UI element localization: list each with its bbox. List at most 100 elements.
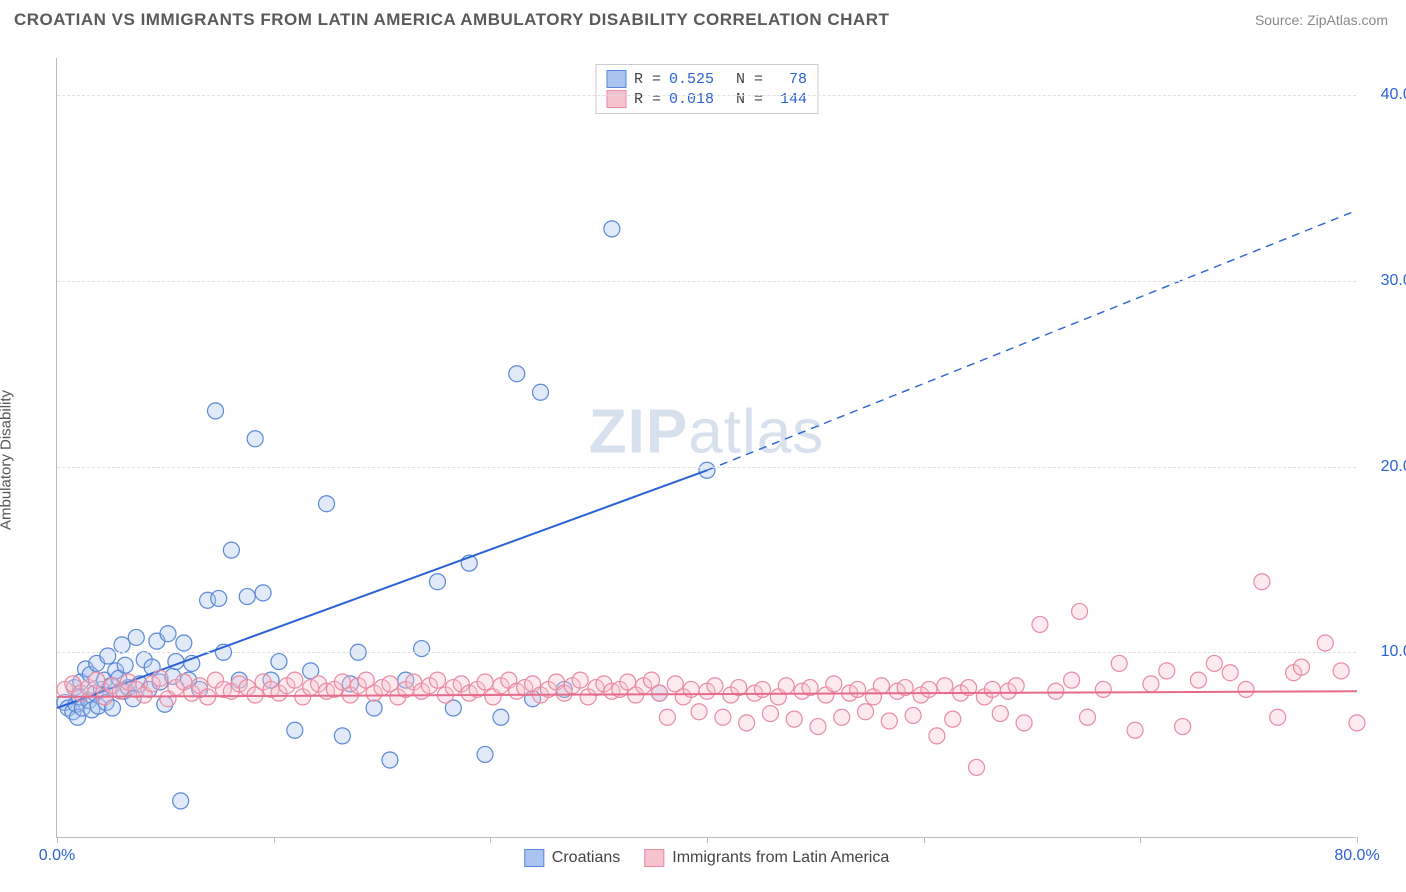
gridline-h xyxy=(57,281,1356,282)
x-tick-mark xyxy=(924,837,925,843)
data-point xyxy=(114,637,130,653)
data-point xyxy=(1079,709,1095,725)
data-point xyxy=(176,635,192,651)
data-point xyxy=(255,585,271,601)
data-point xyxy=(858,704,874,720)
data-point xyxy=(173,793,189,809)
gridline-h xyxy=(57,652,1356,653)
data-point xyxy=(1190,672,1206,688)
data-point xyxy=(937,678,953,694)
data-point xyxy=(477,674,493,690)
data-point xyxy=(881,713,897,729)
data-point xyxy=(1317,635,1333,651)
data-point xyxy=(659,709,675,725)
legend-r-label: R = xyxy=(634,71,661,88)
x-tick-mark xyxy=(57,837,58,843)
data-point xyxy=(1175,719,1191,735)
legend-r-label: R = xyxy=(634,91,661,108)
data-point xyxy=(1238,681,1254,697)
data-point xyxy=(160,626,176,642)
data-point xyxy=(211,590,227,606)
legend-r-value: 0.525 xyxy=(669,71,719,88)
data-point xyxy=(1206,655,1222,671)
legend-series-label: Croatians xyxy=(552,849,620,867)
legend-series-item: Croatians xyxy=(524,849,620,867)
data-point xyxy=(715,709,731,725)
data-point xyxy=(945,711,961,727)
data-point xyxy=(572,672,588,688)
data-point xyxy=(850,681,866,697)
x-tick-mark xyxy=(1357,837,1358,843)
legend-series-label: Immigrants from Latin America xyxy=(672,849,889,867)
data-point xyxy=(152,670,168,686)
data-point xyxy=(334,728,350,744)
x-tick-label: 0.0% xyxy=(39,847,75,865)
data-point xyxy=(247,431,263,447)
data-point xyxy=(287,722,303,738)
data-point xyxy=(1127,722,1143,738)
data-point xyxy=(1072,603,1088,619)
legend-swatch xyxy=(524,849,544,867)
data-point xyxy=(239,589,255,605)
data-point xyxy=(1016,715,1032,731)
x-tick-mark xyxy=(490,837,491,843)
data-point xyxy=(287,672,303,688)
data-point xyxy=(754,681,770,697)
legend-n-value: 144 xyxy=(771,91,807,108)
data-point xyxy=(1064,672,1080,688)
data-point xyxy=(533,384,549,400)
data-point xyxy=(208,403,224,419)
data-point xyxy=(1294,659,1310,675)
data-point xyxy=(778,678,794,694)
data-point xyxy=(1111,655,1127,671)
legend-swatch xyxy=(644,849,664,867)
data-point xyxy=(739,715,755,731)
data-point xyxy=(1143,676,1159,692)
data-point xyxy=(319,496,335,512)
data-point xyxy=(707,678,723,694)
data-point xyxy=(100,648,116,664)
data-point xyxy=(128,629,144,645)
legend-stats: R = 0.525 N = 78R = 0.018 N = 144 xyxy=(595,64,818,114)
data-point xyxy=(271,654,287,670)
data-point xyxy=(969,759,985,775)
legend-swatch xyxy=(606,90,626,108)
data-point xyxy=(651,685,667,701)
chart-title: CROATIAN VS IMMIGRANTS FROM LATIN AMERIC… xyxy=(14,10,889,30)
data-point xyxy=(691,704,707,720)
data-point xyxy=(1095,681,1111,697)
legend-stats-row: R = 0.018 N = 144 xyxy=(606,89,807,109)
data-point xyxy=(1254,574,1270,590)
data-point xyxy=(604,221,620,237)
data-point xyxy=(89,672,105,688)
gridline-h xyxy=(57,95,1356,96)
data-point xyxy=(762,706,778,722)
y-tick-label: 10.0% xyxy=(1366,643,1406,661)
data-point xyxy=(509,366,525,382)
legend-series: Croatians Immigrants from Latin America xyxy=(524,849,889,867)
data-point xyxy=(1032,616,1048,632)
y-tick-label: 20.0% xyxy=(1366,458,1406,476)
chart-svg xyxy=(57,58,1356,837)
chart-container: Ambulatory Disability ZIPatlas R =0.525 … xyxy=(14,40,1392,880)
data-point xyxy=(786,711,802,727)
data-point xyxy=(382,752,398,768)
legend-n-label: N = xyxy=(727,91,763,108)
data-point xyxy=(1008,678,1024,694)
legend-n-value: 78 xyxy=(771,71,807,88)
data-point xyxy=(366,700,382,716)
data-point xyxy=(429,672,445,688)
data-point xyxy=(905,707,921,723)
legend-r-value: 0.018 xyxy=(669,91,719,108)
trend-line-dashed xyxy=(707,210,1357,470)
data-point xyxy=(1349,715,1365,731)
data-point xyxy=(1333,663,1349,679)
y-tick-label: 40.0% xyxy=(1366,86,1406,104)
data-point xyxy=(873,678,889,694)
legend-stats-row: R =0.525 N =78 xyxy=(606,69,807,89)
source-label: Source: ZipAtlas.com xyxy=(1255,12,1388,28)
data-point xyxy=(1222,665,1238,681)
data-point xyxy=(810,719,826,735)
y-axis-label: Ambulatory Disability xyxy=(0,390,15,530)
data-point xyxy=(921,681,937,697)
